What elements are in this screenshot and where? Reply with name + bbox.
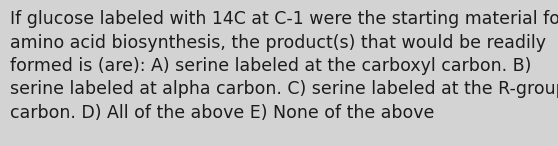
Text: If glucose labeled with 14C at C-1 were the starting material for
amino acid bio: If glucose labeled with 14C at C-1 were … bbox=[10, 10, 558, 121]
